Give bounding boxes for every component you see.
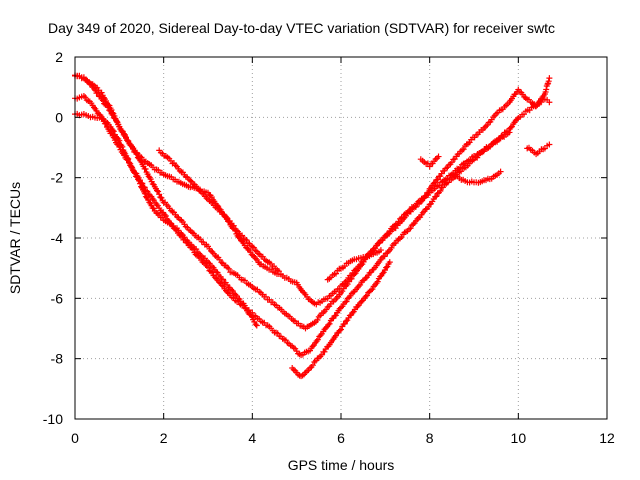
y-tick-label: 0 — [55, 109, 63, 125]
series-track-9 — [448, 168, 504, 186]
series-markers — [72, 72, 513, 308]
x-tick-label: 2 — [160, 430, 168, 446]
ticks — [74, 56, 608, 420]
series-markers — [324, 247, 384, 283]
series-markers — [72, 72, 553, 332]
series-track-5 — [156, 147, 282, 275]
series-track-8 — [417, 153, 442, 170]
series-track-3 — [72, 72, 513, 308]
series-layer — [72, 72, 553, 380]
y-tick-label: -10 — [43, 411, 63, 427]
x-tick-label: 4 — [248, 430, 256, 446]
y-tick-label: -4 — [51, 230, 64, 246]
x-axis-label: GPS time / hours — [288, 457, 395, 473]
y-axis-label: SDTVAR / TECUs — [7, 182, 23, 294]
grid — [75, 57, 607, 419]
x-tick-label: 10 — [511, 430, 527, 446]
x-tick-label: 0 — [71, 430, 79, 446]
series-markers — [72, 93, 553, 359]
y-tick-label: 2 — [55, 49, 63, 65]
series-track-2 — [72, 93, 553, 359]
y-tick-label: -6 — [51, 290, 64, 306]
chart-title: Day 349 of 2020, Sidereal Day-to-day VTE… — [48, 20, 555, 36]
series-markers — [417, 153, 442, 170]
series-track-7 — [324, 247, 384, 283]
x-tick-label: 6 — [337, 430, 345, 446]
series-track-1 — [72, 72, 553, 332]
series-markers — [524, 141, 553, 158]
series-track-6 — [289, 259, 393, 380]
x-tick-label: 12 — [599, 430, 615, 446]
x-tick-label: 8 — [426, 430, 434, 446]
y-tick-label: -2 — [51, 170, 64, 186]
series-markers — [156, 147, 282, 275]
series-markers — [448, 168, 504, 186]
tick-labels: 0 2 4 6 8 10 12 2 0 -2 -4 -6 -8 -10 — [43, 49, 615, 446]
y-tick-label: -8 — [51, 351, 64, 367]
series-track-10 — [524, 141, 553, 158]
series-markers — [289, 259, 393, 380]
